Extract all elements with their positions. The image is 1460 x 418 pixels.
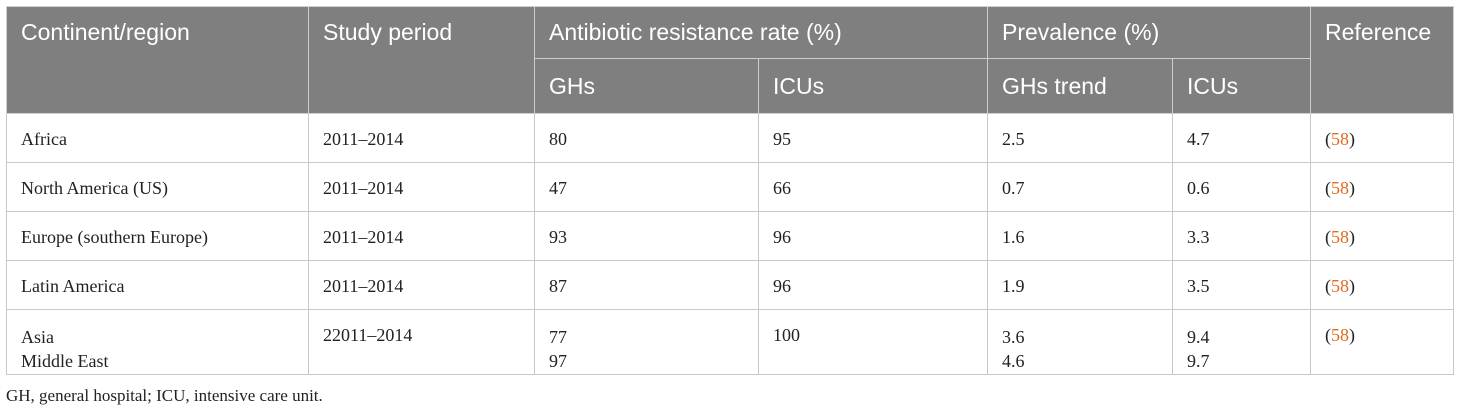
- header-row: Continent/region Study period Antibiotic…: [6, 6, 1455, 114]
- cell-reference: (58): [1310, 260, 1455, 310]
- cell-prevalence-gh: 1.6: [987, 211, 1174, 261]
- cell-prevalence-gh: 1.9: [987, 260, 1174, 310]
- cell-period: 2011–2014: [308, 162, 535, 212]
- ref-close-paren: ): [1349, 227, 1356, 247]
- value-line: 97: [549, 351, 567, 371]
- header-continent: Continent/region: [6, 6, 309, 114]
- cell-resistance-gh: 87: [534, 260, 759, 310]
- data-table: Continent/region Study period Antibiotic…: [6, 6, 1455, 375]
- header-reference: Reference: [1310, 6, 1455, 114]
- cell-reference: (58): [1310, 113, 1455, 163]
- cell-region: Africa: [6, 113, 309, 163]
- ref-open-paren: (: [1325, 227, 1332, 247]
- ref-close-paren: ): [1349, 129, 1356, 149]
- cell-prevalence-gh: 3.6 4.6: [987, 309, 1174, 375]
- header-resistance-ghs: GHs: [534, 58, 759, 114]
- reference-link[interactable]: 58: [1331, 325, 1350, 345]
- cell-prevalence-icu: 9.4 9.7: [1172, 309, 1312, 375]
- header-resistance-icus: ICUs: [757, 58, 989, 114]
- table-container: Continent/region Study period Antibiotic…: [6, 6, 1455, 375]
- table-row: Latin America 2011–2014 87 96 1.9 3.5 (5…: [6, 260, 1455, 310]
- cell-resistance-icu: 66: [757, 162, 989, 212]
- cell-resistance-icu: 96: [757, 211, 989, 261]
- cell-prevalence-icu: 3.3: [1172, 211, 1312, 261]
- header-prevalence-icus: ICUs: [1172, 58, 1312, 114]
- cell-region: North America (US): [6, 162, 309, 212]
- value-line: 9.4: [1187, 327, 1210, 347]
- value-line: 77: [549, 327, 567, 347]
- reference-link[interactable]: 58: [1331, 276, 1350, 296]
- value-line: 3.6: [1002, 327, 1025, 347]
- header-subrow: GHs ICUs GHs trend ICUs: [7, 58, 1454, 114]
- table-header: Continent/region Study period Antibiotic…: [6, 6, 1455, 114]
- cell-period: 2011–2014: [308, 113, 535, 163]
- cell-period: 2011–2014: [308, 211, 535, 261]
- header-prevalence-ghs: GHs trend: [987, 58, 1174, 114]
- cell-reference: (58): [1310, 162, 1455, 212]
- value-line: 9.7: [1187, 351, 1210, 371]
- cell-resistance-gh: 77 97: [534, 309, 759, 375]
- header-prevalence: Prevalence (%): [987, 6, 1312, 59]
- cell-period: 2011–2014: [308, 260, 535, 310]
- cell-resistance-icu: 96: [757, 260, 989, 310]
- ref-close-paren: ): [1349, 325, 1356, 345]
- ref-open-paren: (: [1325, 325, 1332, 345]
- table-row: Africa 2011–2014 80 95 2.5 4.7 (58): [6, 113, 1455, 163]
- ref-open-paren: (: [1325, 178, 1332, 198]
- region-line: Middle East: [21, 351, 109, 371]
- table-footnote: GH, general hospital; ICU, intensive car…: [6, 386, 323, 405]
- table-row: Asia Middle East 22011–2014 77 97 100 3.…: [6, 309, 1455, 375]
- header-resistance: Antibiotic resistance rate (%): [533, 6, 989, 59]
- table-body: Africa 2011–2014 80 95 2.5 4.7 (58) Nort…: [6, 113, 1455, 375]
- reference-link[interactable]: 58: [1331, 129, 1350, 149]
- region-line: Asia: [21, 327, 54, 347]
- cell-region: Latin America: [6, 260, 309, 310]
- cell-region: Asia Middle East: [6, 309, 309, 375]
- cell-reference: (58): [1310, 309, 1455, 375]
- cell-prevalence-gh: 0.7: [987, 162, 1174, 212]
- table-row: Europe (southern Europe) 2011–2014 93 96…: [6, 211, 1455, 261]
- ref-open-paren: (: [1325, 129, 1332, 149]
- reference-link[interactable]: 58: [1331, 178, 1350, 198]
- cell-region: Europe (southern Europe): [6, 211, 309, 261]
- table-row: North America (US) 2011–2014 47 66 0.7 0…: [6, 162, 1455, 212]
- cell-resistance-gh: 93: [534, 211, 759, 261]
- cell-prevalence-icu: 3.5: [1172, 260, 1312, 310]
- cell-prevalence-gh: 2.5: [987, 113, 1174, 163]
- ref-close-paren: ): [1349, 276, 1356, 296]
- cell-period: 22011–2014: [308, 309, 535, 375]
- header-study-period: Study period: [308, 6, 535, 114]
- cell-resistance-icu: 100: [757, 309, 989, 375]
- cell-resistance-gh: 80: [534, 113, 759, 163]
- cell-reference: (58): [1310, 211, 1455, 261]
- value-line: 4.6: [1002, 351, 1025, 371]
- ref-open-paren: (: [1325, 276, 1332, 296]
- cell-prevalence-icu: 0.6: [1172, 162, 1312, 212]
- cell-resistance-icu: 95: [757, 113, 989, 163]
- cell-prevalence-icu: 4.7: [1172, 113, 1312, 163]
- cell-resistance-gh: 47: [534, 162, 759, 212]
- ref-close-paren: ): [1349, 178, 1356, 198]
- reference-link[interactable]: 58: [1331, 227, 1350, 247]
